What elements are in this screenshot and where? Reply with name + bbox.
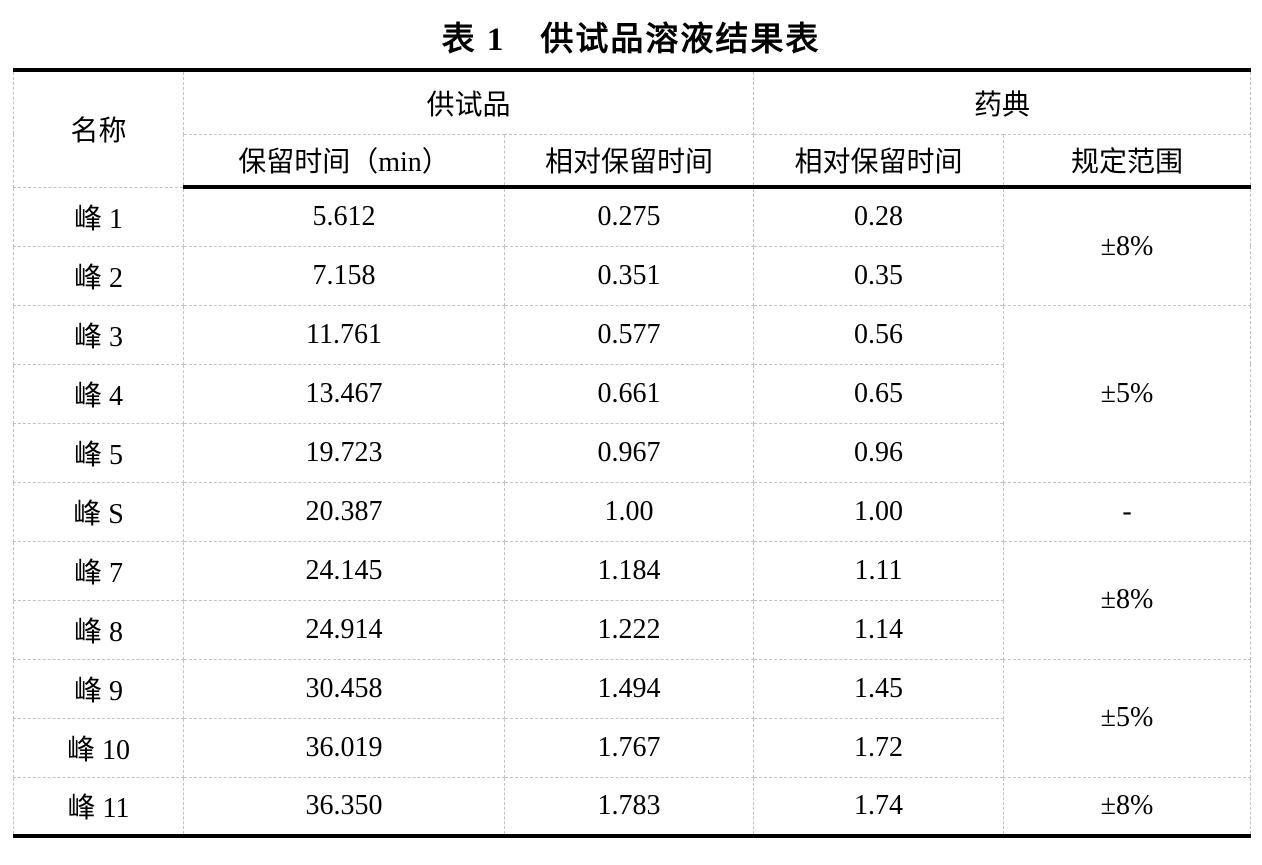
- cell-specified-range: -: [1003, 481, 1252, 542]
- cell-retention-time: 24.914: [183, 599, 505, 660]
- cell-pharmacopoeia-rrt: 1.00: [753, 481, 1005, 542]
- cell-pharmacopoeia-rrt: 0.96: [753, 422, 1005, 483]
- cell-retention-time: 30.458: [183, 658, 505, 719]
- cell-relative-retention-time: 0.275: [503, 186, 755, 247]
- cell-pharmacopoeia-rrt: 0.65: [753, 363, 1005, 424]
- cell-relative-retention-time: 1.783: [503, 776, 755, 837]
- table-row: 峰 9 30.458 1.494 1.45 ±5%: [13, 658, 1252, 778]
- header-relative-retention-time-sample: 相对保留时间: [503, 133, 755, 189]
- table-row: 峰 1 5.612 0.275 0.28 ±8%: [13, 186, 1252, 306]
- cell-relative-retention-time: 0.577: [503, 304, 755, 365]
- header-retention-time: 保留时间（min）: [183, 133, 505, 189]
- table-header: 名称 供试品 药典 保留时间（min） 相对保留时间 相对保留时间 规定范围: [13, 69, 1252, 189]
- cell-pharmacopoeia-rrt: 0.35: [753, 245, 1005, 306]
- cell-retention-time: 13.467: [183, 363, 505, 424]
- cell-retention-time: 24.145: [183, 540, 505, 601]
- header-group-pharmacopoeia: 药典: [753, 69, 1252, 135]
- table-row: 峰 7 24.145 1.184 1.11 ±8%: [13, 540, 1252, 660]
- cell-specified-range: ±5%: [1003, 658, 1252, 778]
- cell-relative-retention-time: 1.00: [503, 481, 755, 542]
- cell-relative-retention-time: 1.767: [503, 717, 755, 778]
- cell-peak-name: 峰 2: [13, 245, 184, 306]
- table-row: 峰 11 36.350 1.783 1.74 ±8%: [13, 776, 1252, 837]
- cell-retention-time: 36.019: [183, 717, 505, 778]
- cell-peak-name: 峰 5: [13, 422, 184, 483]
- cell-retention-time: 19.723: [183, 422, 505, 483]
- cell-relative-retention-time: 0.351: [503, 245, 755, 306]
- cell-peak-name: 峰 1: [13, 186, 184, 247]
- table-row: 峰 8 24.914 1.222 1.14: [13, 599, 1251, 660]
- cell-specified-range: ±8%: [1003, 776, 1252, 837]
- table-row: 峰 10 36.019 1.767 1.72: [13, 717, 1251, 778]
- cell-pharmacopoeia-rrt: 1.11: [753, 540, 1005, 601]
- header-group-sample: 供试品: [182, 69, 755, 135]
- results-table: 名称 供试品 药典 保留时间（min） 相对保留时间 相对保留时间 规定范围 峰…: [13, 68, 1252, 838]
- cell-relative-retention-time: 1.184: [503, 540, 755, 601]
- cell-retention-time: 20.387: [183, 481, 505, 542]
- header-row-columns: 保留时间（min） 相对保留时间 相对保留时间 规定范围: [14, 133, 1252, 189]
- cell-peak-name: 峰 10: [13, 717, 184, 778]
- table-row: 峰 5 19.723 0.967 0.96: [13, 422, 1251, 483]
- cell-retention-time: 7.158: [183, 245, 505, 306]
- cell-peak-name: 峰 4: [13, 363, 184, 424]
- cell-peak-name: 峰 8: [13, 599, 184, 660]
- table-row: 峰 S 20.387 1.00 1.00-: [13, 481, 1252, 542]
- table-title: 表 1 供试品溶液结果表: [441, 22, 821, 58]
- cell-specified-range: ±8%: [1003, 540, 1252, 660]
- cell-specified-range: ±5%: [1003, 304, 1252, 483]
- header-name: 名称: [13, 69, 184, 188]
- header-relative-retention-time-pharmacopoeia: 相对保留时间: [753, 133, 1005, 189]
- cell-pharmacopoeia-rrt: 1.72: [753, 717, 1005, 778]
- cell-peak-name: 峰 7: [13, 540, 184, 601]
- cell-peak-name: 峰 11: [13, 776, 184, 837]
- cell-specified-range: ±8%: [1003, 186, 1252, 306]
- cell-relative-retention-time: 0.661: [503, 363, 755, 424]
- cell-pharmacopoeia-rrt: 0.28: [753, 186, 1005, 247]
- cell-pharmacopoeia-rrt: 1.45: [753, 658, 1005, 719]
- cell-relative-retention-time: 0.967: [503, 422, 755, 483]
- cell-retention-time: 36.350: [183, 776, 505, 837]
- cell-relative-retention-time: 1.222: [503, 599, 755, 660]
- table-row: 峰 3 11.761 0.577 0.56 ±5%: [13, 304, 1252, 483]
- cell-retention-time: 11.761: [183, 304, 505, 365]
- cell-peak-name: 峰 3: [13, 304, 184, 365]
- header-specified-range: 规定范围: [1003, 133, 1252, 189]
- cell-retention-time: 5.612: [183, 186, 505, 247]
- cell-pharmacopoeia-rrt: 0.56: [753, 304, 1005, 365]
- table-body: 峰 1 5.612 0.275 0.28 ±8% 峰 2 7.158 0.351 0.35 峰 3…: [13, 186, 1252, 837]
- cell-peak-name: 峰 9: [13, 658, 184, 719]
- cell-relative-retention-time: 1.494: [503, 658, 755, 719]
- cell-pharmacopoeia-rrt: 1.74: [753, 776, 1005, 837]
- cell-peak-name: 峰 S: [13, 481, 184, 542]
- cell-pharmacopoeia-rrt: 1.14: [753, 599, 1005, 660]
- header-row-groups: 名称 供试品 药典: [13, 69, 1252, 188]
